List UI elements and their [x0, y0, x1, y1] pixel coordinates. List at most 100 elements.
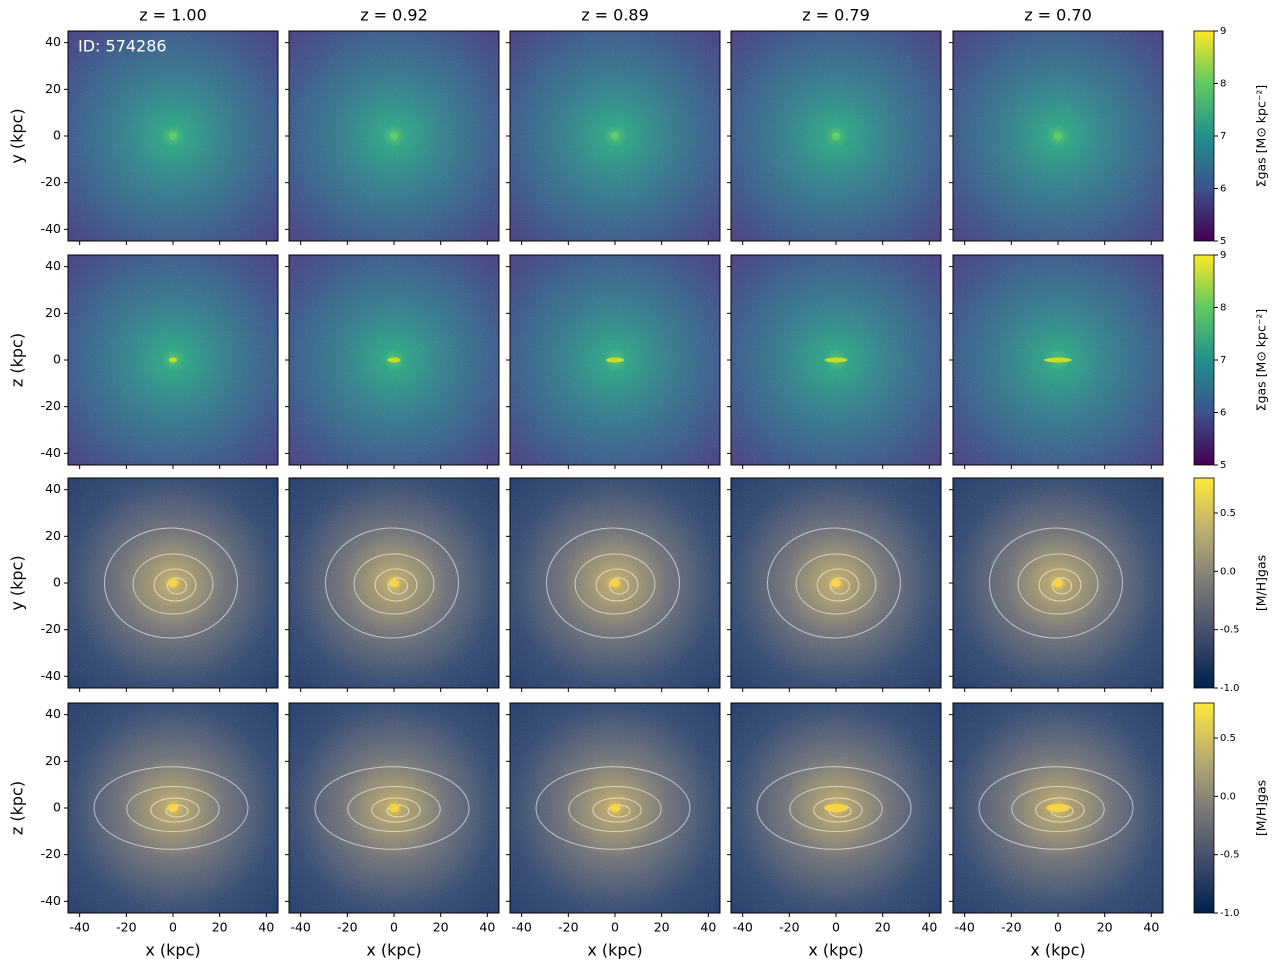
contour — [568, 786, 662, 832]
column-title: z = 0.92 — [360, 6, 428, 25]
panel — [288, 30, 500, 242]
x-tick-label: -40 — [732, 920, 752, 935]
panel — [509, 254, 721, 466]
core — [1054, 132, 1062, 140]
y-tick-label: -20 — [41, 621, 61, 636]
y-tick-label: 20 — [45, 753, 61, 768]
contour — [813, 797, 863, 823]
colorbar-tick-label: -1.0 — [1220, 683, 1240, 694]
y-axis-label: y (kpc) — [8, 555, 27, 610]
colorbar — [1193, 477, 1215, 689]
core — [390, 132, 398, 140]
contour — [386, 804, 410, 818]
x-tick-label: -20 — [558, 920, 578, 935]
contour — [1038, 568, 1082, 602]
x-tick-label: 0 — [390, 920, 398, 935]
x-tick-label: 40 — [479, 920, 495, 935]
x-tick-label: 20 — [433, 920, 449, 935]
x-axis-label: x (kpc) — [808, 941, 863, 960]
contour — [535, 766, 691, 850]
colorbar-tick-label: 7 — [1220, 131, 1226, 142]
panel — [67, 477, 279, 689]
core — [389, 804, 399, 812]
colorbar — [1193, 30, 1215, 242]
core — [169, 132, 177, 140]
column-title: z = 1.00 — [139, 6, 207, 25]
y-tick-label: 20 — [45, 305, 61, 320]
x-tick-label: 20 — [1097, 920, 1113, 935]
y-tick-label: -20 — [41, 398, 61, 413]
x-axis-label: x (kpc) — [366, 941, 421, 960]
contour — [104, 527, 238, 639]
panel — [509, 477, 721, 689]
core — [824, 804, 848, 812]
y-tick-label: 0 — [53, 800, 61, 815]
contour — [767, 527, 901, 639]
contour — [132, 553, 214, 615]
core — [387, 357, 401, 363]
core — [610, 804, 620, 812]
contour — [592, 797, 642, 823]
colorbar-tick-label: -0.5 — [1220, 625, 1240, 636]
panel — [288, 477, 500, 689]
colorbar-tick-label: -1.0 — [1220, 908, 1240, 919]
x-tick-label: 40 — [1143, 920, 1159, 935]
contour — [816, 568, 860, 602]
colorbar-tick-label: 6 — [1220, 408, 1226, 419]
colorbar-tick-label: 5 — [1220, 236, 1226, 247]
x-tick-label: -20 — [116, 920, 136, 935]
core — [1044, 357, 1072, 363]
contour — [347, 786, 441, 832]
x-tick-label: -20 — [337, 920, 357, 935]
y-tick-label: 20 — [45, 528, 61, 543]
colorbar-tick-label: 9 — [1220, 26, 1226, 37]
panel — [730, 702, 942, 914]
contour — [607, 804, 631, 818]
panel — [509, 30, 721, 242]
colorbar-tick-label: 0.0 — [1220, 566, 1236, 577]
y-tick-label: -40 — [41, 668, 61, 683]
panel — [730, 254, 942, 466]
x-tick-label: -20 — [779, 920, 799, 935]
contour — [388, 577, 408, 595]
y-tick-label: -20 — [41, 846, 61, 861]
core — [168, 579, 178, 587]
colorbar-label: [M/H]gas — [1254, 555, 1269, 611]
core — [169, 357, 177, 363]
contour — [546, 527, 680, 639]
core — [610, 579, 620, 587]
column-title: z = 0.89 — [581, 6, 649, 25]
y-tick-label: -40 — [41, 893, 61, 908]
contour — [1011, 786, 1105, 832]
contour — [609, 577, 629, 595]
x-tick-label: 40 — [258, 920, 274, 935]
panel-id: ID: 574286 — [78, 37, 167, 56]
x-tick-label: 20 — [875, 920, 891, 935]
colorbar-tick-label: 6 — [1220, 184, 1226, 195]
x-tick-label: -40 — [69, 920, 89, 935]
core — [611, 132, 619, 140]
contour — [830, 577, 850, 595]
y-axis-label: z (kpc) — [8, 781, 27, 835]
panel — [67, 702, 279, 914]
y-tick-label: -40 — [41, 445, 61, 460]
x-tick-label: 40 — [921, 920, 937, 935]
colorbar-tick-label: 5 — [1220, 460, 1226, 471]
y-axis-label: y (kpc) — [8, 108, 27, 163]
colorbar-tick-label: 0.5 — [1220, 733, 1236, 744]
colorbar-tick-label: 9 — [1220, 250, 1226, 261]
core — [1046, 804, 1070, 812]
x-axis-label: x (kpc) — [145, 941, 200, 960]
panel — [67, 30, 279, 242]
core — [168, 804, 178, 812]
core — [824, 357, 848, 363]
contour — [1017, 553, 1099, 615]
contour — [150, 797, 200, 823]
panel — [952, 477, 1164, 689]
y-tick-label: 0 — [53, 352, 61, 367]
panel — [509, 702, 721, 914]
colorbar — [1193, 254, 1215, 466]
colorbar — [1193, 702, 1215, 914]
core — [606, 357, 624, 363]
